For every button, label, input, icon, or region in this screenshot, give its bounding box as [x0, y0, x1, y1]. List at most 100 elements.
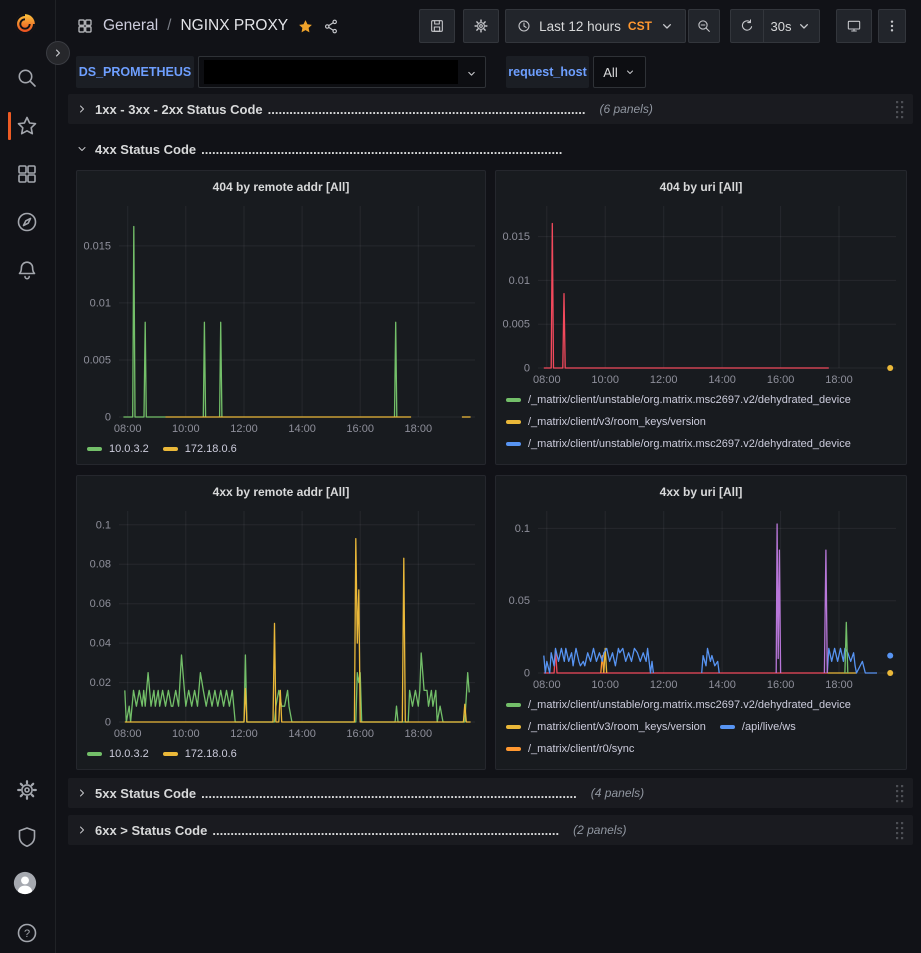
legend-item[interactable]: /api/live/ws — [719, 717, 796, 737]
variable-label-datasource[interactable]: DS_PROMETHEUS — [76, 56, 194, 88]
x-tick-label: 12:00 — [650, 374, 678, 386]
sidebar-item-explore[interactable] — [15, 210, 39, 234]
x-tick-label: 18:00 — [825, 374, 853, 386]
share-icon[interactable] — [323, 18, 340, 35]
refresh-button[interactable] — [731, 10, 764, 42]
x-tick-label: 14:00 — [288, 728, 316, 740]
timeseries-chart[interactable]: 0 0.005 0.01 0.015 08:00 10:00 12:00 14:00 16:00… — [496, 198, 906, 388]
zoom-out-time-button[interactable] — [688, 9, 720, 43]
legend-item[interactable]: 172.18.0.6 — [162, 439, 237, 459]
panel-title[interactable]: 404 by uri [All] — [659, 180, 743, 194]
series-line — [543, 222, 829, 369]
series-point — [887, 365, 894, 371]
x-tick-label: 18:00 — [405, 728, 433, 740]
x-tick-label: 16:00 — [767, 374, 795, 386]
panel-legend: /_matrix/client/unstable/org.matrix.msc2… — [496, 693, 906, 765]
legend-item[interactable]: /_matrix/client/v3/room_keys/version — [506, 412, 706, 432]
breadcrumb-folder[interactable]: General — [103, 17, 159, 34]
legend-item[interactable]: 10.0.3.2 — [87, 439, 149, 459]
legend-item[interactable]: /_matrix/client/unstable/org.matrix.msc2… — [506, 695, 851, 715]
variable-label-request-host[interactable]: request_host — [506, 56, 589, 88]
y-tick-label: 0 — [524, 668, 530, 680]
x-tick-label: 10:00 — [172, 423, 200, 435]
variable-select-datasource[interactable] — [198, 56, 486, 88]
x-tick-label: 12:00 — [230, 728, 258, 740]
row-drag-handle[interactable] — [895, 784, 905, 803]
dashboards-grid-icon — [18, 165, 36, 183]
legend-swatch — [506, 747, 521, 751]
active-section-indicator — [8, 112, 11, 140]
series-line — [823, 549, 828, 674]
kebab-menu-icon — [890, 20, 894, 32]
sidebar-item-dashboards[interactable] — [15, 162, 39, 186]
x-tick-label: 08:00 — [533, 374, 561, 386]
y-tick-label: 0.05 — [509, 595, 530, 607]
chevron-right-icon — [80, 105, 84, 113]
legend-label: /_matrix/client/unstable/org.matrix.msc2… — [528, 394, 851, 406]
legend-swatch — [506, 398, 521, 402]
tv-mode-button[interactable] — [836, 9, 872, 43]
expand-sidebar-button[interactable] — [46, 41, 70, 65]
legend-label: 172.18.0.6 — [184, 748, 237, 760]
dashboard-title[interactable]: NGINX PROXY — [180, 17, 289, 34]
row-panel-count: (6 panels) — [599, 102, 653, 116]
y-tick-label: 0.01 — [90, 297, 111, 309]
row-panel-count: (4 panels) — [590, 786, 645, 800]
y-tick-label: 0.06 — [90, 598, 111, 610]
x-tick-label: 10:00 — [591, 374, 619, 386]
variable-value-text: All — [603, 64, 618, 80]
legend-item[interactable]: /_matrix/client/r0/sync — [506, 739, 634, 759]
legend-item[interactable]: 172.18.0.6 — [162, 744, 237, 764]
timeseries-chart[interactable]: 0 0.02 0.04 0.06 0.08 0.1 08:00 10:00 12:00 14:00… — [77, 503, 485, 742]
panel-title[interactable]: 4xx by uri [All] — [659, 485, 743, 499]
dashboard-settings-button[interactable] — [463, 9, 499, 43]
sidebar-item-help[interactable]: ? — [15, 921, 39, 945]
legend-item[interactable]: /_matrix/client/unstable/org.matrix.msc2… — [506, 390, 851, 410]
y-tick-label: 0.015 — [83, 240, 111, 252]
x-tick-label: 14:00 — [708, 374, 736, 386]
y-tick-label: 0.1 — [515, 523, 530, 535]
sidebar-item-settings[interactable] — [15, 778, 39, 802]
save-dashboard-button[interactable] — [419, 9, 455, 43]
timeseries-chart[interactable]: 0 0.005 0.01 0.015 08:00 10:00 12:00 14:00 16:00… — [77, 198, 485, 437]
sidebar-item-profile[interactable] — [13, 871, 41, 899]
y-tick-label: 0.1 — [96, 519, 111, 531]
more-options-button[interactable] — [878, 9, 906, 43]
series-line — [844, 621, 849, 674]
legend-item[interactable]: /_matrix/client/unstable/org.matrix.msc2… — [506, 761, 851, 765]
variable-select-request-host[interactable]: All — [593, 56, 646, 88]
legend-item[interactable]: 10.0.3.2 — [87, 744, 149, 764]
sidebar-item-alerting[interactable] — [15, 258, 39, 282]
series-line — [543, 647, 655, 674]
drag-dots-icon — [896, 100, 904, 118]
x-tick-label: 12:00 — [650, 679, 678, 691]
legend-item[interactable]: /_matrix/client/v3/room_keys/version — [506, 456, 706, 460]
x-tick-label: 18:00 — [825, 679, 853, 691]
row-4xx-status-code[interactable]: 4xx Status Code ........................… — [68, 135, 913, 163]
time-range-picker[interactable]: Last 12 hours CST — [505, 9, 686, 43]
series-point — [887, 652, 894, 659]
timeseries-chart[interactable]: 0 0.05 0.1 08:00 10:00 12:00 14:00 16:00 18:00 — [496, 503, 906, 693]
sidebar-item-server-admin[interactable] — [15, 825, 39, 849]
row-drag-handle[interactable] — [895, 821, 905, 840]
row-5xx-status-code[interactable]: 5xx Status Code ........................… — [68, 778, 913, 808]
y-tick-label: 0 — [105, 717, 111, 729]
row-1xx-3xx-2xx-status-code[interactable]: 1xx - 3xx - 2xx Status Code ............… — [68, 94, 913, 124]
magnifier-minus-icon — [698, 20, 710, 32]
row-6xx-status-code[interactable]: 6xx > Status Code ......................… — [68, 815, 913, 845]
series-line — [124, 537, 471, 723]
refresh-interval-dropdown[interactable]: 30s — [764, 18, 819, 34]
panel-title[interactable]: 4xx by remote addr [All] — [212, 485, 350, 499]
sidebar-item-home[interactable] — [13, 12, 41, 40]
sidebar-item-search[interactable] — [15, 66, 39, 90]
row-drag-handle[interactable] — [895, 100, 905, 119]
legend-item[interactable]: /_matrix/client/v3/room_keys/version — [506, 717, 706, 737]
legend-item[interactable]: /_matrix/client/unstable/org.matrix.msc2… — [506, 434, 851, 454]
series-line — [123, 225, 166, 418]
legend-item[interactable]: /sw.js — [720, 456, 769, 460]
panel-title[interactable]: 404 by remote addr [All] — [212, 180, 350, 194]
sidebar-item-starred[interactable] — [15, 114, 39, 138]
favorite-star-icon[interactable] — [297, 18, 314, 35]
x-tick-label: 14:00 — [708, 679, 736, 691]
